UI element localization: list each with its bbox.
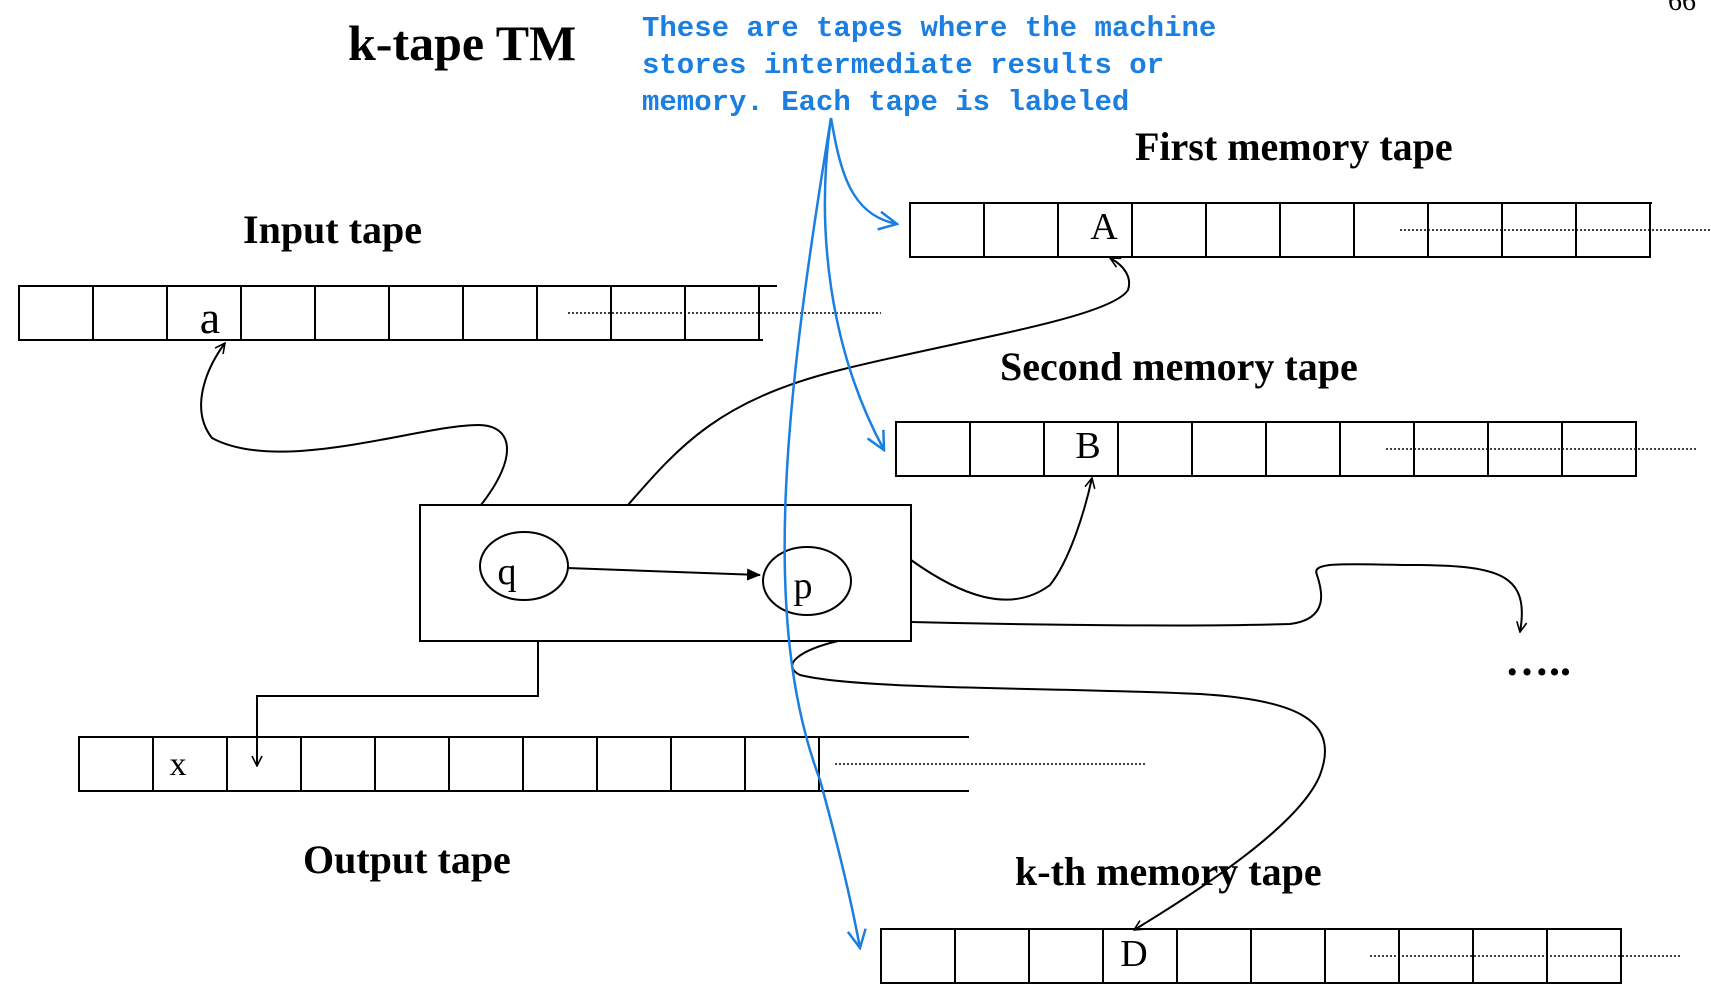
- tape-cell: [1353, 202, 1429, 258]
- tape-cell: [1191, 421, 1267, 477]
- further-tapes-wire: [910, 563, 1522, 632]
- input-tape-label: Input tape: [243, 207, 422, 252]
- tape-cell: [880, 928, 956, 984]
- tape-cell: [462, 285, 538, 341]
- tape-cell: [895, 421, 971, 477]
- tape-cell-head: [1057, 202, 1133, 258]
- tape-cell: [1339, 421, 1415, 477]
- output-tape-symbol: x: [170, 746, 187, 783]
- tape-cell: [300, 736, 376, 792]
- ellipsis: …..: [1505, 636, 1571, 685]
- kth-memory-tape-label: k-th memory tape: [1015, 849, 1322, 894]
- first-memory-head-wire: [627, 257, 1130, 506]
- annotation: These are tapes where the machine stores…: [642, 12, 1216, 119]
- output-head-wire: [257, 641, 539, 766]
- tape-cell: [1279, 202, 1355, 258]
- tape-cell: [1265, 421, 1341, 477]
- state-q-label: q: [498, 551, 517, 593]
- finite-control: q p: [419, 504, 912, 642]
- tape-cell: [596, 736, 672, 792]
- state-p-label: p: [794, 565, 813, 607]
- tape-cell: [448, 736, 524, 792]
- tape-cell: [1250, 928, 1326, 984]
- tape-cell: [744, 736, 820, 792]
- tape-cell: [1487, 421, 1563, 477]
- tape-cell: [1131, 202, 1207, 258]
- tape-cell-head: [226, 736, 302, 792]
- tape-cell: [152, 736, 228, 792]
- tape-cell-head: [1102, 928, 1178, 984]
- tape-cell: [1028, 928, 1104, 984]
- first-memory-tape: A: [909, 202, 1711, 258]
- input-head-wire: [200, 343, 508, 506]
- kth-memory-head-wire: [791, 640, 1326, 930]
- output-tape: x: [78, 736, 1147, 792]
- annotation-arrow-first: [829, 117, 897, 224]
- tape-cell-head: [1043, 421, 1119, 477]
- tape-cell: [909, 202, 985, 258]
- tape-cell: [969, 421, 1045, 477]
- input-tape-symbol: a: [200, 292, 220, 343]
- kth-memory-tape-symbol: D: [1120, 933, 1147, 975]
- tape-cell: [954, 928, 1030, 984]
- tape-cell: [314, 285, 390, 341]
- annotation-line-2: stores intermediate results or: [642, 49, 1164, 82]
- second-memory-tape-label: Second memory tape: [1000, 344, 1358, 389]
- annotation-arrow-second: [823, 117, 884, 450]
- output-tape-label: Output tape: [303, 837, 511, 882]
- tape-cell: [78, 736, 154, 792]
- tape-cell: [1176, 928, 1252, 984]
- transition-arrow: [566, 567, 761, 581]
- input-tape: a: [18, 285, 881, 343]
- first-memory-tape-label: First memory tape: [1135, 124, 1453, 169]
- tape-cell: [670, 736, 746, 792]
- annotation-arrow-kth: [783, 117, 860, 948]
- page-number: 66: [1668, 0, 1696, 17]
- tape-cell: [388, 285, 464, 341]
- tape-cell: [1205, 202, 1281, 258]
- first-memory-tape-symbol: A: [1090, 206, 1118, 248]
- second-memory-tape: B: [895, 421, 1697, 477]
- tape-cell: [18, 285, 94, 341]
- annotation-line-1: These are tapes where the machine: [642, 12, 1216, 45]
- tape-cell-head: [166, 285, 242, 341]
- tape-cell: [522, 736, 598, 792]
- tape-cell: [374, 736, 450, 792]
- second-memory-head-wire: [910, 478, 1092, 601]
- state-q: [479, 531, 569, 601]
- kth-memory-tape: D: [880, 928, 1682, 984]
- tape-cell: [92, 285, 168, 341]
- tape-cell: [240, 285, 316, 341]
- tape-cell: [983, 202, 1059, 258]
- second-memory-tape-symbol: B: [1075, 425, 1100, 467]
- annotation-line-3: memory. Each tape is labeled: [642, 86, 1129, 119]
- tape-cell: [1117, 421, 1193, 477]
- page-title: k-tape TM: [348, 15, 576, 71]
